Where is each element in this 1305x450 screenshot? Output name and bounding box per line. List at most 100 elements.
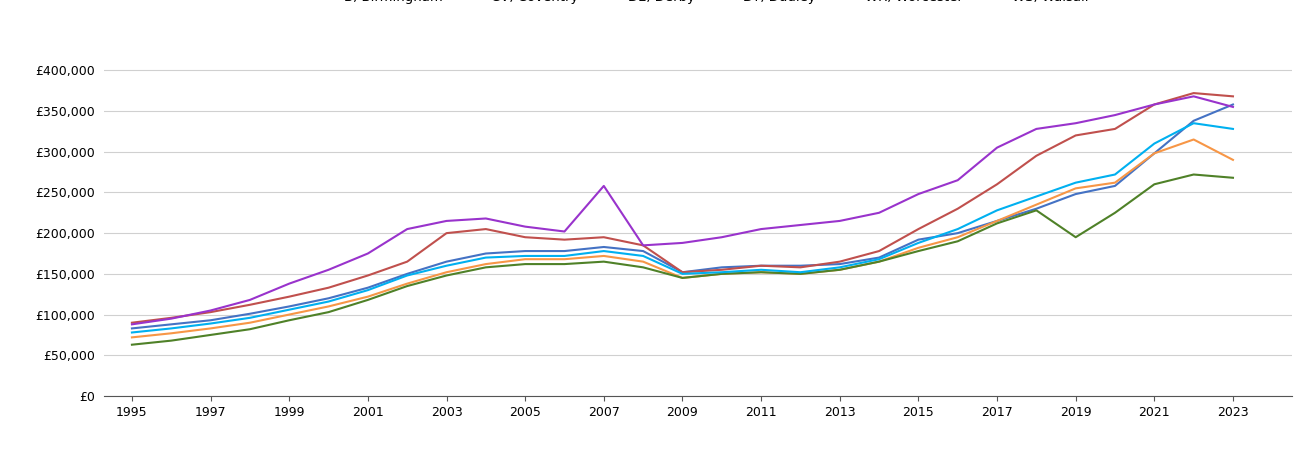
DY, Dudley bbox=[1028, 207, 1044, 213]
WS, Walsall bbox=[1067, 180, 1083, 185]
WS, Walsall bbox=[557, 253, 573, 259]
WR, Worcester bbox=[438, 218, 454, 224]
B, Birmingham bbox=[950, 230, 966, 236]
B, Birmingham bbox=[792, 263, 808, 268]
WS, Walsall bbox=[831, 265, 847, 270]
DY, Dudley bbox=[872, 259, 887, 264]
B, Birmingham bbox=[1028, 206, 1044, 211]
B, Birmingham bbox=[1107, 183, 1122, 189]
CV, Coventry bbox=[517, 234, 532, 240]
DY, Dudley bbox=[596, 259, 612, 264]
WS, Walsall bbox=[478, 255, 493, 260]
WR, Worcester bbox=[911, 191, 927, 197]
WR, Worcester bbox=[989, 145, 1005, 150]
Line: DE, Derby: DE, Derby bbox=[132, 140, 1233, 338]
CV, Coventry bbox=[1225, 94, 1241, 99]
B, Birmingham bbox=[989, 218, 1005, 224]
WR, Worcester bbox=[1147, 102, 1163, 107]
B, Birmingham bbox=[872, 255, 887, 260]
DE, Derby bbox=[596, 253, 612, 259]
DY, Dudley bbox=[1067, 234, 1083, 240]
WS, Walsall bbox=[792, 270, 808, 275]
WR, Worcester bbox=[321, 267, 337, 273]
DY, Dudley bbox=[202, 332, 218, 338]
B, Birmingham bbox=[438, 259, 454, 264]
CV, Coventry bbox=[438, 230, 454, 236]
DE, Derby bbox=[478, 261, 493, 267]
CV, Coventry bbox=[1186, 90, 1202, 96]
WS, Walsall bbox=[1147, 141, 1163, 146]
DE, Derby bbox=[1186, 137, 1202, 142]
WR, Worcester bbox=[1067, 121, 1083, 126]
CV, Coventry bbox=[596, 234, 612, 240]
DE, Derby bbox=[438, 270, 454, 275]
DE, Derby bbox=[714, 271, 729, 277]
DY, Dudley bbox=[1147, 182, 1163, 187]
CV, Coventry bbox=[911, 226, 927, 232]
B, Birmingham bbox=[241, 311, 257, 316]
WR, Worcester bbox=[636, 243, 651, 248]
WS, Walsall bbox=[1225, 126, 1241, 131]
B, Birmingham bbox=[831, 261, 847, 267]
DE, Derby bbox=[1028, 202, 1044, 207]
CV, Coventry bbox=[1147, 102, 1163, 107]
DE, Derby bbox=[792, 271, 808, 277]
B, Birmingham bbox=[1186, 118, 1202, 123]
B, Birmingham bbox=[596, 244, 612, 250]
WR, Worcester bbox=[517, 224, 532, 230]
WR, Worcester bbox=[714, 234, 729, 240]
WR, Worcester bbox=[831, 218, 847, 224]
WS, Walsall bbox=[124, 330, 140, 335]
CV, Coventry bbox=[202, 310, 218, 315]
DE, Derby bbox=[872, 259, 887, 264]
B, Birmingham bbox=[557, 248, 573, 254]
DY, Dudley bbox=[399, 284, 415, 289]
B, Birmingham bbox=[675, 270, 690, 275]
DY, Dudley bbox=[557, 261, 573, 267]
DE, Derby bbox=[1147, 151, 1163, 156]
DY, Dudley bbox=[792, 271, 808, 277]
CV, Coventry bbox=[1028, 153, 1044, 158]
Line: B, Birmingham: B, Birmingham bbox=[132, 104, 1233, 328]
B, Birmingham bbox=[163, 322, 179, 327]
DY, Dudley bbox=[1225, 175, 1241, 180]
CV, Coventry bbox=[241, 302, 257, 307]
B, Birmingham bbox=[1067, 191, 1083, 197]
B, Birmingham bbox=[517, 248, 532, 254]
B, Birmingham bbox=[1225, 102, 1241, 107]
WR, Worcester bbox=[1028, 126, 1044, 131]
B, Birmingham bbox=[478, 251, 493, 256]
WS, Walsall bbox=[360, 288, 376, 293]
B, Birmingham bbox=[321, 296, 337, 301]
WS, Walsall bbox=[1186, 121, 1202, 126]
WR, Worcester bbox=[1107, 112, 1122, 118]
WR, Worcester bbox=[124, 322, 140, 327]
B, Birmingham bbox=[911, 237, 927, 243]
WR, Worcester bbox=[1186, 94, 1202, 99]
DY, Dudley bbox=[1186, 172, 1202, 177]
Line: WR, Worcester: WR, Worcester bbox=[132, 96, 1233, 324]
WS, Walsall bbox=[282, 307, 298, 312]
B, Birmingham bbox=[753, 263, 769, 268]
B, Birmingham bbox=[202, 318, 218, 323]
CV, Coventry bbox=[360, 273, 376, 278]
WS, Walsall bbox=[675, 271, 690, 277]
DE, Derby bbox=[282, 312, 298, 317]
CV, Coventry bbox=[714, 267, 729, 273]
CV, Coventry bbox=[792, 265, 808, 270]
DY, Dudley bbox=[163, 338, 179, 343]
WS, Walsall bbox=[163, 326, 179, 331]
B, Birmingham bbox=[399, 271, 415, 277]
DY, Dudley bbox=[950, 238, 966, 244]
DY, Dudley bbox=[517, 261, 532, 267]
Legend: B, Birmingham, CV, Coventry, DE, Derby, DY, Dudley, WR, Worcester, WS, Walsall: B, Birmingham, CV, Coventry, DE, Derby, … bbox=[303, 0, 1094, 9]
DE, Derby bbox=[241, 320, 257, 325]
WS, Walsall bbox=[989, 207, 1005, 213]
Line: CV, Coventry: CV, Coventry bbox=[132, 93, 1233, 323]
WS, Walsall bbox=[202, 321, 218, 326]
DY, Dudley bbox=[911, 248, 927, 254]
DY, Dudley bbox=[124, 342, 140, 347]
WS, Walsall bbox=[399, 273, 415, 278]
CV, Coventry bbox=[163, 315, 179, 320]
CV, Coventry bbox=[636, 243, 651, 248]
